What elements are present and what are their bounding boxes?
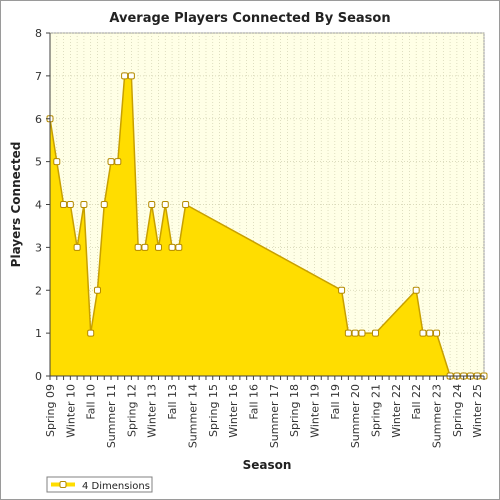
x-tick-label: Winter 16 bbox=[227, 384, 240, 438]
data-point bbox=[80, 201, 88, 208]
data-point bbox=[433, 329, 441, 337]
x-tick-label: Spring 15 bbox=[207, 384, 220, 437]
data-point bbox=[419, 329, 427, 337]
legend-label: 4 Dimensions bbox=[82, 481, 150, 492]
series-line bbox=[49, 75, 484, 377]
x-tick-label: Fall 10 bbox=[85, 384, 98, 420]
y-tick-label: 2 bbox=[35, 284, 42, 297]
data-point bbox=[66, 201, 74, 208]
x-axis-title: Season bbox=[243, 458, 292, 472]
x-tick-label: Fall 19 bbox=[329, 384, 342, 420]
series-markers bbox=[46, 72, 488, 380]
y-axis-title: Players Connected bbox=[9, 142, 23, 268]
data-point bbox=[60, 201, 68, 208]
data-point bbox=[182, 201, 190, 208]
x-tick-label: Summer 11 bbox=[105, 384, 118, 448]
x-tick-label: Fall 16 bbox=[247, 384, 260, 420]
data-point bbox=[372, 329, 379, 337]
data-point bbox=[53, 158, 61, 166]
chart-title: Average Players Connected By Season bbox=[109, 11, 390, 26]
x-tick-label: Spring 09 bbox=[44, 384, 57, 437]
y-tick-label: 3 bbox=[35, 241, 42, 254]
data-point bbox=[351, 329, 359, 337]
data-point bbox=[426, 329, 434, 337]
x-tick-label: Winter 19 bbox=[308, 384, 321, 438]
x-tick-label: Winter 10 bbox=[64, 384, 77, 438]
data-point bbox=[148, 201, 156, 208]
x-tick-label: Spring 18 bbox=[288, 384, 301, 437]
x-tick-label: Fall 22 bbox=[410, 384, 423, 420]
x-tick-label: Summer 17 bbox=[268, 384, 281, 448]
legend-swatch-marker bbox=[59, 481, 67, 488]
series-area bbox=[50, 75, 484, 376]
y-tick-label: 8 bbox=[35, 27, 42, 40]
data-point bbox=[168, 243, 176, 251]
legend-box bbox=[46, 476, 153, 493]
x-tick-label: Winter 22 bbox=[390, 384, 403, 438]
data-point bbox=[338, 286, 346, 294]
data-point bbox=[93, 286, 101, 294]
x-tick-label: Spring 21 bbox=[370, 384, 383, 437]
y-tick-label: 4 bbox=[35, 199, 42, 212]
data-point bbox=[107, 158, 115, 166]
axes: 0 1 2 3 4 5 6 7 8 Spring 09 Winter 10 Fall 10 Summer… bbox=[35, 27, 485, 448]
data-point bbox=[155, 243, 162, 251]
data-point bbox=[121, 72, 129, 80]
y-tick-label: 5 bbox=[35, 156, 42, 169]
data-point bbox=[114, 158, 122, 166]
data-point bbox=[141, 243, 149, 251]
data-point bbox=[344, 329, 352, 337]
x-tick-label: Summer 23 bbox=[431, 384, 444, 448]
x-tick-label: Winter 25 bbox=[471, 384, 484, 438]
data-point bbox=[175, 243, 183, 251]
y-tick-label: 6 bbox=[35, 113, 42, 126]
data-point bbox=[87, 329, 95, 337]
x-tick-label: Fall 13 bbox=[166, 384, 179, 420]
y-tick-label: 7 bbox=[35, 70, 42, 83]
data-point bbox=[161, 201, 169, 208]
y-tick-label: 1 bbox=[35, 327, 42, 340]
data-point bbox=[73, 243, 81, 251]
legend: 4 Dimensions bbox=[46, 476, 153, 493]
data-point bbox=[412, 286, 420, 294]
x-tick-label: Summer 14 bbox=[186, 384, 199, 448]
x-tick-label: Summer 20 bbox=[349, 384, 362, 448]
x-tick-label: Spring 24 bbox=[451, 384, 464, 437]
x-tick-label: Spring 12 bbox=[125, 384, 138, 437]
data-point bbox=[127, 72, 135, 80]
data-point bbox=[100, 201, 108, 208]
y-tick-label: 0 bbox=[35, 370, 42, 383]
data-point bbox=[358, 329, 366, 337]
x-tick-label: Winter 13 bbox=[146, 384, 159, 438]
data-point bbox=[134, 243, 142, 251]
